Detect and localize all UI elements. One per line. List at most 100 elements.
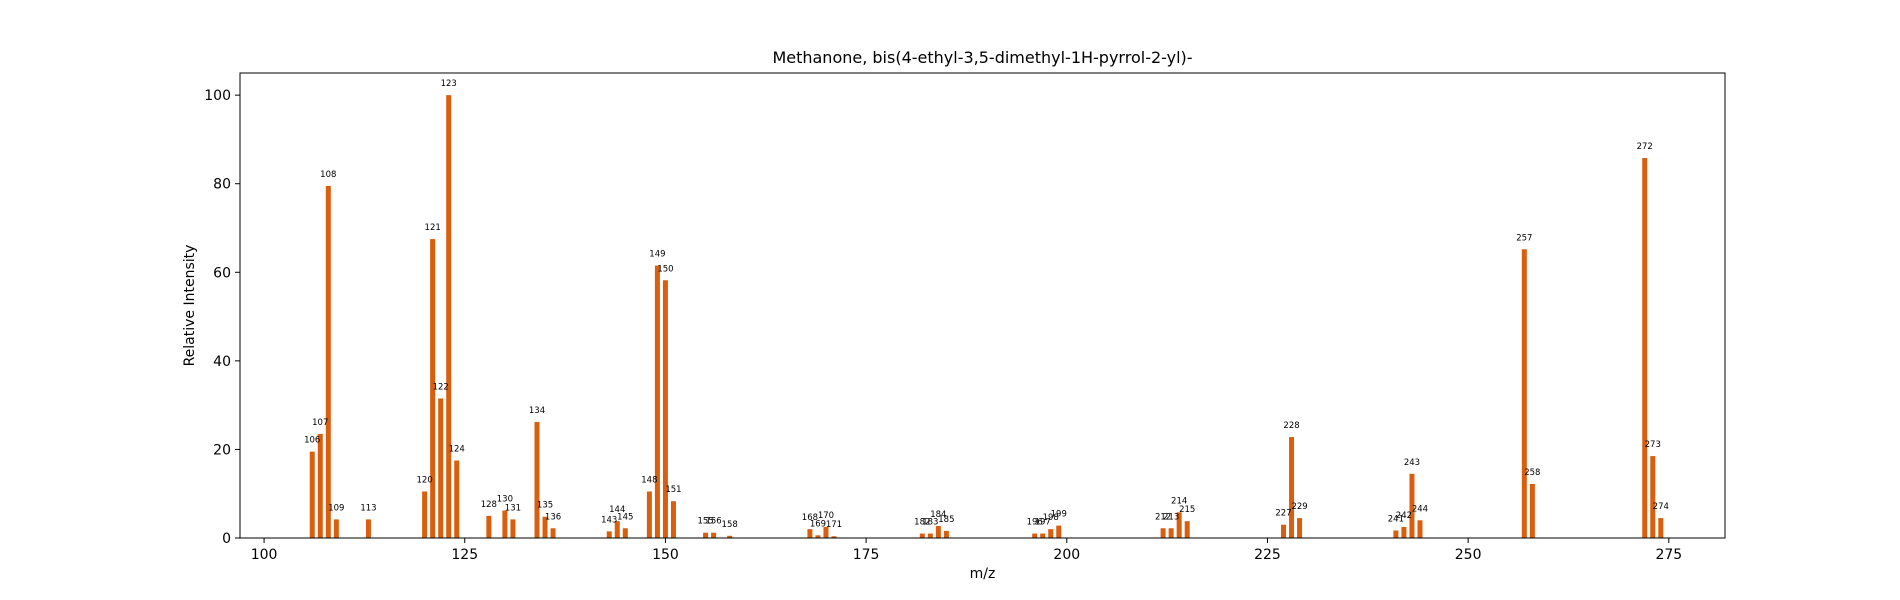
y-tick-label: 100 bbox=[204, 88, 231, 104]
bar-label-mz-273: 273 bbox=[1645, 440, 1661, 450]
x-tick-label: 175 bbox=[853, 547, 880, 563]
bar-label-mz-123: 123 bbox=[441, 79, 457, 89]
bar-mz-131 bbox=[510, 519, 516, 538]
bar-label-mz-241: 241 bbox=[1388, 514, 1404, 524]
x-tick-label: 275 bbox=[1655, 547, 1682, 563]
bar-label-mz-170: 170 bbox=[818, 511, 834, 521]
x-tick-label: 225 bbox=[1254, 547, 1281, 563]
bar-label-mz-145: 145 bbox=[617, 512, 633, 522]
bar-label-mz-107: 107 bbox=[312, 418, 328, 428]
bar-mz-168 bbox=[807, 529, 813, 538]
bar-label-mz-258: 258 bbox=[1524, 468, 1540, 478]
bar-label-mz-229: 229 bbox=[1291, 502, 1307, 512]
bar-label-mz-108: 108 bbox=[320, 170, 336, 180]
bar-label-mz-143: 143 bbox=[601, 515, 617, 525]
y-ticks: 0 20 40 60 80 100 bbox=[204, 88, 240, 547]
bar-mz-184 bbox=[935, 526, 941, 538]
bar-mz-196 bbox=[1032, 533, 1038, 538]
bar-label-mz-135: 135 bbox=[537, 501, 553, 511]
bar-label-mz-213: 213 bbox=[1163, 512, 1179, 522]
bar-label-mz-155: 155 bbox=[697, 517, 713, 527]
bar-mz-151 bbox=[670, 501, 676, 538]
bar-mz-123 bbox=[446, 95, 452, 538]
bar-label-mz-228: 228 bbox=[1283, 421, 1299, 431]
x-axis-label: m/z bbox=[970, 566, 996, 582]
y-tick-label: 20 bbox=[213, 442, 231, 458]
bar-mz-108 bbox=[325, 185, 331, 538]
bar-mz-150 bbox=[662, 280, 668, 538]
bar-mz-183 bbox=[927, 533, 933, 538]
bar-mz-229 bbox=[1297, 518, 1303, 538]
bar-mz-257 bbox=[1521, 249, 1527, 538]
bar-label-mz-242: 242 bbox=[1396, 511, 1412, 521]
bar-label-mz-183: 183 bbox=[922, 518, 938, 528]
bar-mz-243 bbox=[1409, 473, 1415, 538]
bar-mz-273 bbox=[1650, 456, 1656, 538]
bar-mz-107 bbox=[317, 433, 323, 538]
bar-label-mz-214: 214 bbox=[1171, 496, 1187, 506]
bar-label-mz-144: 144 bbox=[609, 505, 625, 515]
bar-mz-213 bbox=[1168, 528, 1174, 538]
chart-title: Methanone, bis(4-ethyl-3,5-dimethyl-1H-p… bbox=[772, 48, 1192, 67]
bar-mz-214 bbox=[1176, 512, 1182, 538]
x-tick-label: 150 bbox=[652, 547, 679, 563]
bar-label-mz-185: 185 bbox=[938, 515, 954, 525]
bar-label-mz-274: 274 bbox=[1653, 502, 1669, 512]
bar-label-mz-212: 212 bbox=[1155, 512, 1171, 522]
bar-mz-185 bbox=[943, 530, 949, 538]
bar-mz-135 bbox=[542, 516, 548, 538]
bar-label-mz-168: 168 bbox=[802, 513, 818, 523]
bar-label-mz-182: 182 bbox=[914, 518, 930, 528]
bar-mz-109 bbox=[333, 519, 339, 538]
bar-label-mz-150: 150 bbox=[657, 264, 673, 274]
bar-label-mz-136: 136 bbox=[545, 512, 561, 522]
bar-label-mz-171: 171 bbox=[826, 520, 842, 530]
bar-mz-215 bbox=[1184, 521, 1190, 538]
x-ticks: 100 125 150 175 200 225 250 275 bbox=[251, 538, 1682, 563]
bar-mz-124 bbox=[454, 460, 460, 538]
bar-label-mz-121: 121 bbox=[425, 223, 441, 233]
x-tick-label: 200 bbox=[1053, 547, 1080, 563]
x-tick-label: 100 bbox=[251, 547, 278, 563]
bar-label-mz-158: 158 bbox=[722, 520, 738, 530]
bar-mz-258 bbox=[1529, 483, 1535, 538]
bar-mz-171 bbox=[831, 536, 837, 538]
bar-label-mz-215: 215 bbox=[1179, 505, 1195, 515]
bar-label-mz-169: 169 bbox=[810, 519, 826, 529]
bar-mz-144 bbox=[614, 521, 620, 538]
y-tick-label: 80 bbox=[213, 177, 231, 193]
bar-mz-148 bbox=[646, 491, 652, 538]
bar-mz-121 bbox=[430, 239, 436, 538]
bar-mz-228 bbox=[1289, 437, 1295, 538]
bar-mz-130 bbox=[502, 510, 508, 538]
bar-label-mz-131: 131 bbox=[505, 503, 521, 513]
bar-label-mz-156: 156 bbox=[705, 517, 721, 527]
bar-mz-113 bbox=[365, 519, 371, 538]
bar-mz-156 bbox=[711, 532, 717, 538]
bar-mz-242 bbox=[1401, 526, 1407, 538]
bar-label-mz-124: 124 bbox=[449, 445, 465, 455]
bar-mz-198 bbox=[1048, 529, 1054, 538]
bar-label-mz-134: 134 bbox=[529, 406, 545, 416]
bar-label-mz-128: 128 bbox=[481, 500, 497, 510]
bar-mz-212 bbox=[1160, 528, 1166, 538]
bar-mz-106 bbox=[309, 451, 315, 538]
bar-mz-272 bbox=[1642, 158, 1648, 538]
bar-label-mz-243: 243 bbox=[1404, 458, 1420, 468]
bars-layer bbox=[309, 95, 1664, 538]
y-tick-label: 0 bbox=[222, 531, 231, 547]
bar-label-mz-109: 109 bbox=[328, 503, 344, 513]
bar-label-mz-120: 120 bbox=[417, 476, 433, 486]
bar-mz-155 bbox=[703, 532, 709, 538]
bar-mz-122 bbox=[438, 398, 444, 538]
bar-label-mz-198: 198 bbox=[1043, 513, 1059, 523]
bar-mz-170 bbox=[823, 526, 829, 538]
bar-mz-128 bbox=[486, 515, 492, 538]
bar-mz-227 bbox=[1281, 524, 1287, 538]
bar-label-mz-199: 199 bbox=[1051, 510, 1067, 520]
bar-label-mz-149: 149 bbox=[649, 250, 665, 260]
bar-label-mz-196: 196 bbox=[1027, 518, 1043, 528]
